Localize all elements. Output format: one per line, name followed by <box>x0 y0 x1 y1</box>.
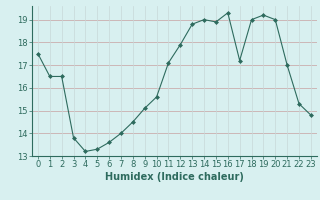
X-axis label: Humidex (Indice chaleur): Humidex (Indice chaleur) <box>105 172 244 182</box>
